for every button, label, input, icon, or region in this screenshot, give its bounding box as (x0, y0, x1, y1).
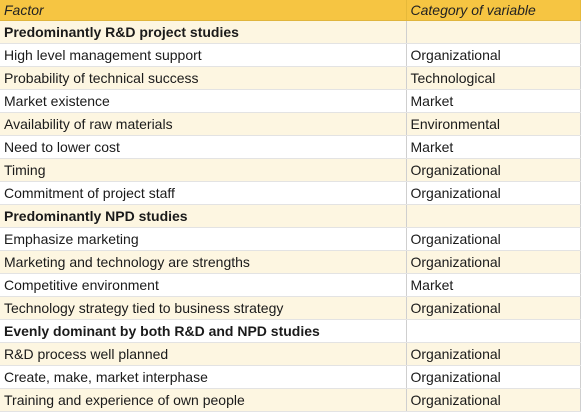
table-row: R&D process well planned Organizational (0, 342, 581, 366)
category-cell[interactable]: Organizational (406, 388, 581, 412)
category-cell[interactable]: Market (406, 135, 581, 159)
group-header-row: Predominantly NPD studies (0, 204, 581, 228)
column-header-factor[interactable]: Factor (0, 0, 407, 21)
table-row: Create, make, market interphase Organizat… (0, 365, 581, 389)
category-cell[interactable] (406, 319, 581, 343)
table-row: Marketing and technology are strengths Or… (0, 250, 581, 274)
category-cell[interactable]: Organizational (406, 296, 581, 320)
table-row: Timing Organizational (0, 158, 581, 182)
group-label[interactable]: Evenly dominant by both R&D and NPD stud… (0, 319, 407, 343)
table-row: Competitive environment Market (0, 273, 581, 297)
factor-cell[interactable]: Create, make, market interphase (0, 365, 407, 389)
group-label[interactable]: Predominantly R&D project studies (0, 20, 407, 44)
factor-cell[interactable]: Need to lower cost (0, 135, 407, 159)
factor-cell[interactable]: R&D process well planned (0, 342, 407, 366)
category-cell[interactable]: Organizational (406, 227, 581, 251)
factor-cell[interactable]: Marketing and technology are strengths (0, 250, 407, 274)
group-header-row: Predominantly R&D project studies (0, 20, 581, 44)
category-cell[interactable]: Organizational (406, 181, 581, 205)
factor-cell[interactable]: Probability of technical success (0, 66, 407, 90)
column-header-category[interactable]: Category of variable (406, 0, 581, 21)
category-cell[interactable]: Organizational (406, 342, 581, 366)
table-row: Technology strategy tied to business str… (0, 296, 581, 320)
table-row: Market existence Market (0, 89, 581, 113)
table-row: High level management support Organizatio… (0, 43, 581, 67)
category-cell[interactable]: Market (406, 89, 581, 113)
factor-cell[interactable]: Availability of raw materials (0, 112, 407, 136)
category-cell[interactable]: Organizational (406, 158, 581, 182)
factor-cell[interactable]: Timing (0, 158, 407, 182)
table-row: Emphasize marketing Organizational (0, 227, 581, 251)
category-cell[interactable] (406, 20, 581, 44)
factor-cell[interactable]: Market existence (0, 89, 407, 113)
factor-cell[interactable]: Commitment of project staff (0, 181, 407, 205)
category-cell[interactable] (406, 204, 581, 228)
factor-cell[interactable]: Training and experience of own people (0, 388, 407, 412)
category-cell[interactable]: Organizational (406, 250, 581, 274)
category-cell[interactable]: Market (406, 273, 581, 297)
factor-cell[interactable]: Emphasize marketing (0, 227, 407, 251)
table-row: Training and experience of own people Org… (0, 388, 581, 412)
table-row: Need to lower cost Market (0, 135, 581, 159)
category-cell[interactable]: Technological (406, 66, 581, 90)
table-row: Availability of raw materials Environment… (0, 112, 581, 136)
factor-cell[interactable]: High level management support (0, 43, 407, 67)
table-row: Probability of technical success Technolo… (0, 66, 581, 90)
group-label[interactable]: Predominantly NPD studies (0, 204, 407, 228)
table-row: Commitment of project staff Organizationa… (0, 181, 581, 205)
group-header-row: Evenly dominant by both R&D and NPD stud… (0, 319, 581, 343)
header-row: Factor Category of variable (0, 0, 581, 21)
category-cell[interactable]: Organizational (406, 365, 581, 389)
factor-cell[interactable]: Technology strategy tied to business str… (0, 296, 407, 320)
category-cell[interactable]: Organizational (406, 43, 581, 67)
factor-cell[interactable]: Competitive environment (0, 273, 407, 297)
category-cell[interactable]: Environmental (406, 112, 581, 136)
